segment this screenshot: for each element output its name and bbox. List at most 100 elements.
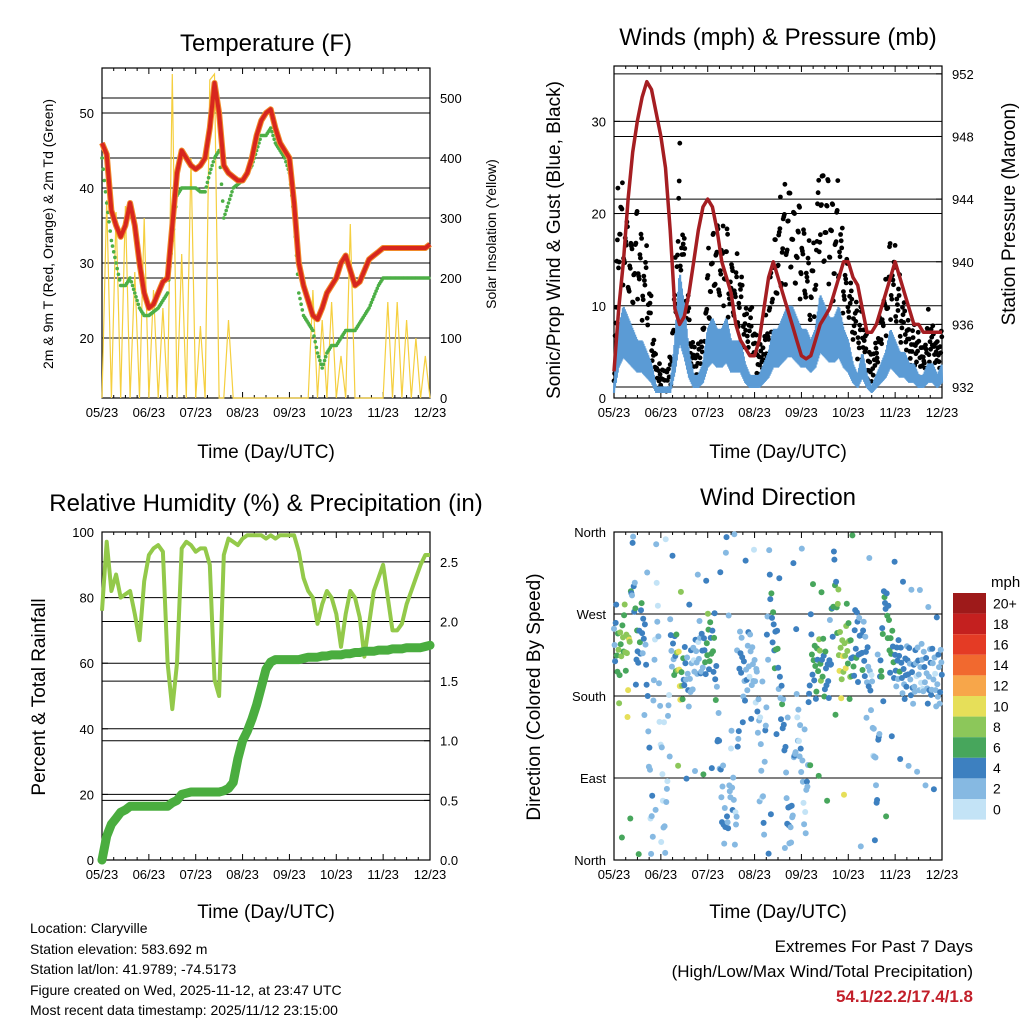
temperature-xlabel: Time (Day/UTC): [197, 442, 335, 463]
direction-point: [934, 693, 941, 700]
legend-swatch: [953, 654, 986, 676]
direction-point: [789, 812, 796, 819]
legend-label: 0: [993, 801, 1001, 817]
direction-point: [788, 839, 795, 846]
gust-point: [744, 311, 750, 317]
gust-point: [639, 236, 644, 241]
gust-point: [714, 249, 720, 255]
gust-point: [633, 240, 639, 246]
winds-xlabel: Time (Day/UTC): [709, 442, 847, 463]
gust-point: [692, 344, 697, 350]
dewpoint-point: [114, 261, 118, 265]
gust-point: [801, 231, 807, 236]
gust-point: [939, 334, 945, 340]
gust-point: [616, 265, 621, 271]
direction-point: [737, 628, 743, 635]
direction-point: [847, 637, 854, 644]
direction-point: [778, 716, 784, 723]
direction-point: [850, 663, 857, 670]
gust-point: [896, 293, 902, 298]
direction-point: [710, 648, 716, 655]
dewpoint-point: [375, 286, 380, 291]
direction-point: [647, 766, 653, 773]
direction-point: [640, 615, 647, 622]
direction-point: [651, 656, 658, 663]
legend-swatch: [953, 737, 986, 758]
direction-point: [673, 631, 680, 638]
gust-point: [619, 206, 625, 212]
direction-point: [806, 682, 813, 689]
direction-point: [797, 745, 804, 752]
direction-point: [773, 731, 780, 738]
direction-point: [702, 671, 709, 678]
direction-point: [843, 600, 850, 607]
direction-point: [815, 668, 822, 675]
pressure-line: [612, 79, 942, 372]
direction-point: [733, 813, 740, 820]
dewpoint-point: [373, 292, 377, 296]
dewpoint-point: [103, 190, 108, 194]
direction-point: [678, 669, 685, 676]
direction-point: [924, 700, 931, 707]
direction-point: [860, 618, 867, 625]
legend-swatch: [953, 757, 986, 779]
direction-point: [757, 714, 764, 721]
gust-point: [806, 238, 812, 244]
gust-point: [900, 304, 905, 310]
dewpoint-point: [134, 295, 138, 299]
gust-point: [737, 305, 742, 311]
direction-point: [654, 618, 661, 625]
gust-point: [933, 349, 939, 355]
direction-ytick-label: South: [572, 689, 606, 704]
dewpoint-point: [110, 244, 115, 248]
dewpoint-point: [316, 354, 321, 359]
direction-point: [710, 668, 717, 675]
direction-point: [758, 767, 765, 774]
direction-point: [914, 644, 921, 651]
gust-point: [875, 359, 881, 365]
direction-point: [798, 769, 805, 775]
gust-point: [878, 337, 884, 343]
extremes-box: Extremes For Past 7 Days (High/Low/Max W…: [553, 934, 973, 1009]
direction-point: [644, 569, 651, 576]
gust-point: [627, 265, 633, 271]
direction-point: [751, 657, 758, 663]
direction-point: [910, 700, 917, 707]
direction-point: [896, 652, 903, 659]
direction-point: [812, 695, 819, 702]
direction-point: [724, 819, 731, 826]
direction-point: [801, 726, 808, 733]
direction-point: [787, 824, 794, 831]
direction-point: [765, 656, 772, 663]
gust-point: [677, 263, 683, 269]
direction-point: [808, 651, 815, 658]
direction-point: [878, 667, 885, 674]
direction-point: [638, 600, 645, 607]
dewpoint-point: [323, 354, 328, 359]
direction-point: [889, 627, 896, 634]
dewpoint-point: [225, 205, 230, 209]
direction-xtick-label: 06/23: [645, 867, 678, 882]
direction-point: [613, 652, 620, 659]
gust-point: [896, 286, 901, 292]
gust-point: [928, 346, 933, 352]
direction-point: [632, 605, 639, 612]
direction-point: [613, 601, 620, 608]
direction-point: [629, 592, 635, 599]
direction-point: [650, 697, 657, 704]
gust-point: [648, 293, 654, 299]
legend-swatch: [953, 778, 986, 799]
gust-point: [666, 366, 671, 372]
winds-xtick-label: 07/23: [691, 405, 724, 420]
winds-xtick-label: 08/23: [738, 405, 771, 420]
gust-point: [785, 218, 791, 224]
gust-point: [837, 249, 842, 255]
gust-point: [872, 363, 878, 368]
direction-point: [738, 669, 745, 676]
direction-point: [851, 627, 858, 634]
gust-point: [634, 209, 640, 214]
precip-y2tick-label: 0.5: [440, 793, 458, 808]
gust-point: [853, 319, 859, 324]
direction-point: [788, 802, 795, 809]
direction-point: [698, 630, 705, 637]
